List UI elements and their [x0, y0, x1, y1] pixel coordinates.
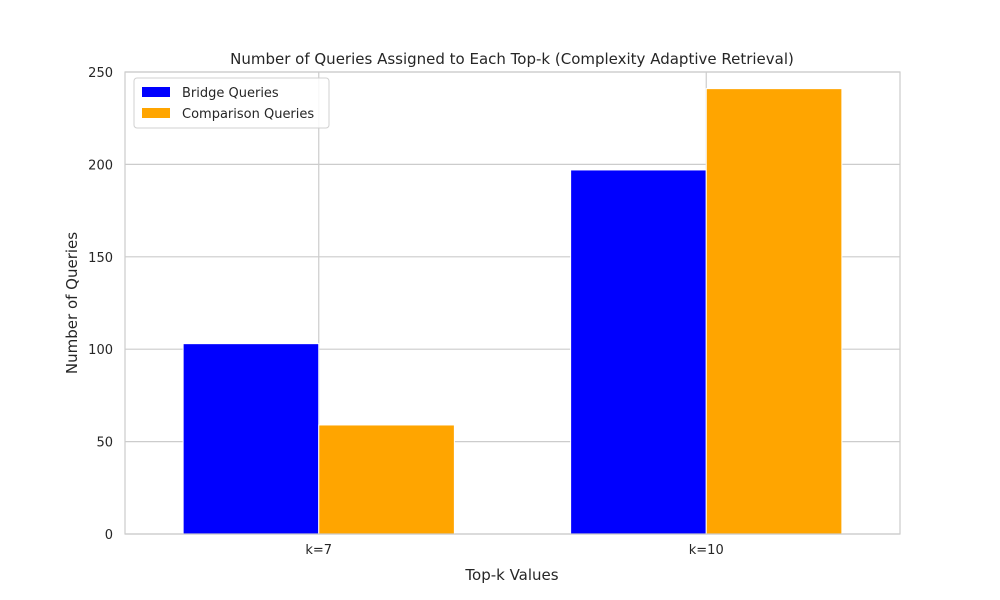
chart-title: Number of Queries Assigned to Each Top-k…: [230, 50, 794, 68]
bar-comparison-queries-k-7: [318, 424, 455, 535]
bar-comparison-queries-k-10: [705, 88, 843, 535]
y-tick-label: 150: [88, 251, 113, 266]
x-tick-label-k-10: k=10: [689, 543, 724, 558]
legend-swatch-comparison: [142, 108, 170, 118]
bar-bridge-queries-k-10: [570, 169, 707, 535]
y-tick-label: 200: [88, 158, 113, 173]
y-axis-label: Number of Queries: [63, 232, 81, 374]
bars: [182, 88, 843, 535]
legend-label-bridge: Bridge Queries: [182, 86, 279, 101]
x-tick-label-k-7: k=7: [305, 543, 332, 558]
x-axis-label: Top-k Values: [464, 566, 558, 584]
y-tick-label: 50: [96, 436, 113, 451]
legend: Bridge Queries Comparison Queries: [133, 77, 330, 129]
legend-box: [133, 77, 330, 129]
legend-label-comparison: Comparison Queries: [182, 107, 314, 122]
y-tick-label: 250: [88, 66, 113, 81]
bar-bridge-queries-k-7: [182, 343, 320, 535]
legend-swatch-bridge: [142, 87, 170, 97]
plot-frame: [124, 71, 901, 535]
y-tick-label: 0: [105, 528, 113, 543]
y-tick-label: 100: [88, 343, 113, 358]
tick-labels: 0 50 100 150 200 250 k=7 k=10: [88, 66, 724, 558]
